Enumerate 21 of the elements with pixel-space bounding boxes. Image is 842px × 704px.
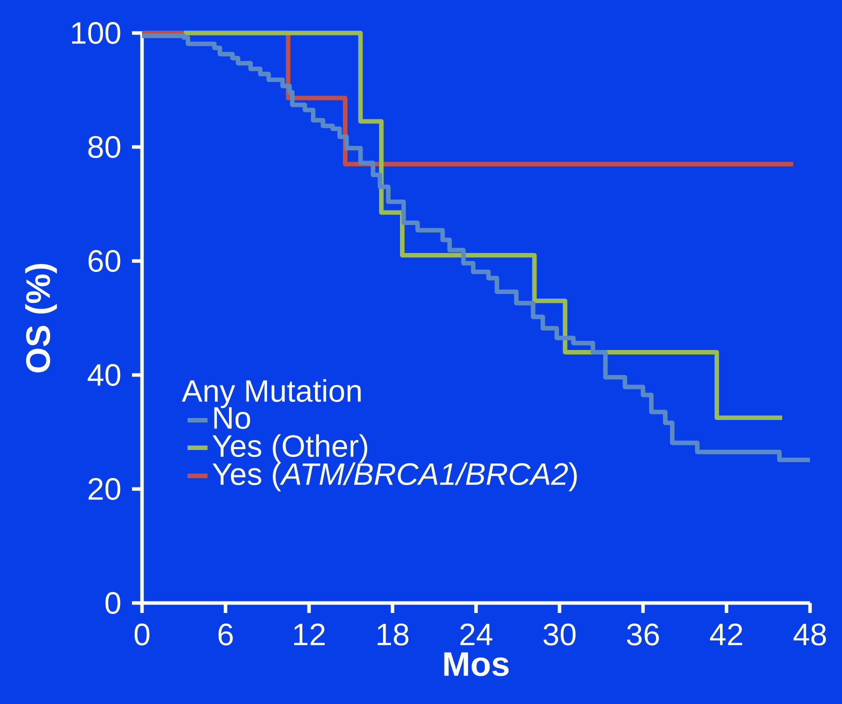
x-tick-label: 0 <box>134 624 150 646</box>
y-tick-label: 0 <box>105 592 120 614</box>
y-tick-label: 80 <box>88 136 120 158</box>
legend-title: Any Mutation <box>182 379 361 408</box>
y-tick-label: 20 <box>88 478 120 500</box>
legend-label: Yes (Other) <box>212 434 368 464</box>
x-tick-label: 6 <box>218 624 233 646</box>
x-tick-label: 24 <box>460 624 492 646</box>
x-tick-label: 48 <box>793 624 826 646</box>
x-axis-title: Mos <box>444 652 509 676</box>
x-tick-label: 42 <box>710 624 742 646</box>
legend-label: No <box>214 407 250 429</box>
x-tick-label: 18 <box>378 624 408 646</box>
legend-label: Yes (ATM/BRCA1/BRCA2) <box>212 462 577 492</box>
y-tick-label: 100 <box>72 22 120 44</box>
y-tick-label: 60 <box>88 250 120 272</box>
y-tick-label: 40 <box>88 364 120 386</box>
y-axis-title: OS (%) <box>25 264 57 372</box>
x-tick-label: 36 <box>626 624 659 646</box>
x-tick-label: 12 <box>294 624 325 646</box>
x-tick-label: 30 <box>543 624 576 646</box>
